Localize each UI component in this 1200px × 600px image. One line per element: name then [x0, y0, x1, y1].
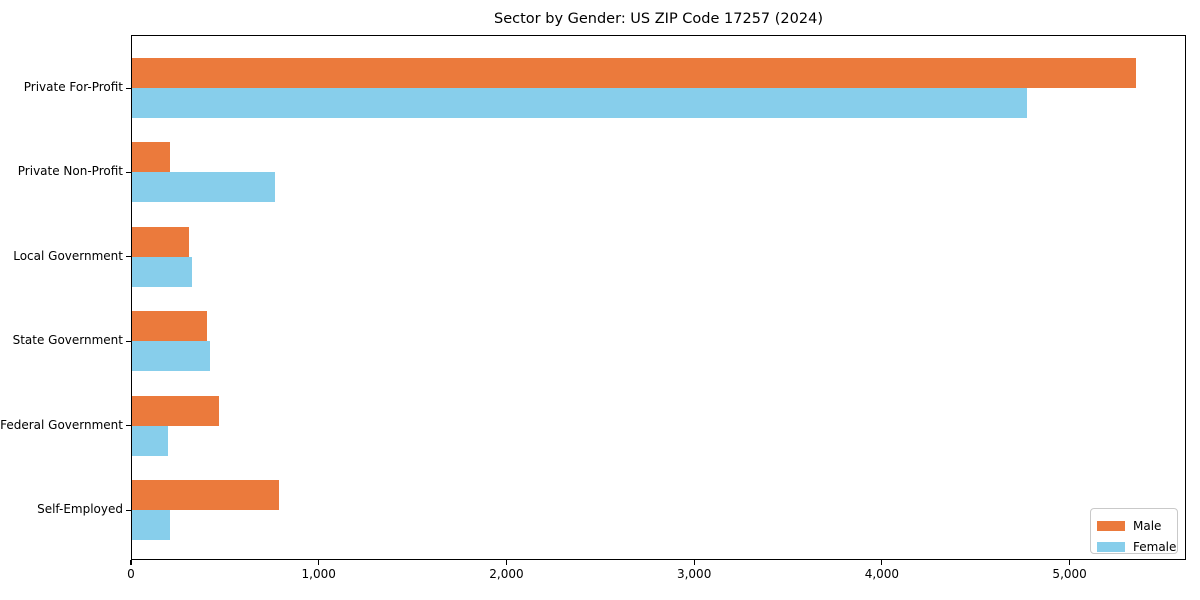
category-label: Federal Government — [0, 417, 123, 432]
y-tick-mark — [126, 256, 131, 258]
x-tick-label: 4,000 — [864, 567, 900, 581]
legend-swatch-male — [1097, 520, 1125, 531]
bar-female-5 — [132, 510, 171, 540]
category-label: Local Government — [13, 248, 123, 263]
x-tick-mark — [693, 560, 695, 565]
x-tick-label: 3,000 — [676, 567, 712, 581]
x-tick-mark — [130, 560, 132, 565]
x-tick-mark — [505, 560, 508, 565]
bar-male-5 — [132, 480, 280, 510]
y-tick-mark — [126, 340, 131, 342]
legend-label-male: Male — [1133, 518, 1162, 533]
x-tick-label: 5,000 — [1052, 567, 1087, 581]
legend-label-female: Female — [1133, 539, 1177, 554]
bar-male-0 — [132, 58, 1137, 88]
y-tick-mark — [126, 509, 131, 511]
chart-title: Sector by Gender: US ZIP Code 17257 (202… — [494, 11, 823, 27]
plot-area — [131, 35, 1186, 560]
category-label: Private Non-Profit — [17, 164, 123, 179]
legend-entry-male: Male — [1097, 515, 1161, 536]
x-tick-mark — [318, 560, 320, 565]
bar-female-4 — [132, 425, 168, 456]
bar-female-3 — [132, 341, 210, 372]
y-tick-mark — [126, 171, 131, 174]
bar-female-1 — [132, 172, 275, 203]
bar-female-0 — [132, 88, 1028, 118]
legend: Male Female — [1090, 508, 1178, 554]
bar-male-3 — [132, 311, 208, 342]
bar-male-2 — [132, 226, 190, 257]
legend-entry-female: Female — [1097, 536, 1176, 557]
category-label: Self-Employed — [37, 502, 123, 516]
x-tick-mark — [881, 560, 883, 565]
category-label: Private For-Profit — [23, 80, 123, 94]
legend-swatch-female — [1097, 541, 1125, 552]
bar-male-4 — [132, 395, 220, 426]
y-tick-mark — [126, 425, 131, 427]
x-tick-label: 1,000 — [301, 567, 336, 581]
category-label: State Government — [12, 333, 123, 348]
bar-male-1 — [132, 142, 170, 173]
bar-female-2 — [132, 256, 193, 287]
x-tick-label: 0 — [127, 567, 135, 581]
x-tick-mark — [1069, 560, 1071, 565]
x-tick-label: 2,000 — [489, 567, 524, 581]
y-tick-mark — [126, 87, 131, 89]
